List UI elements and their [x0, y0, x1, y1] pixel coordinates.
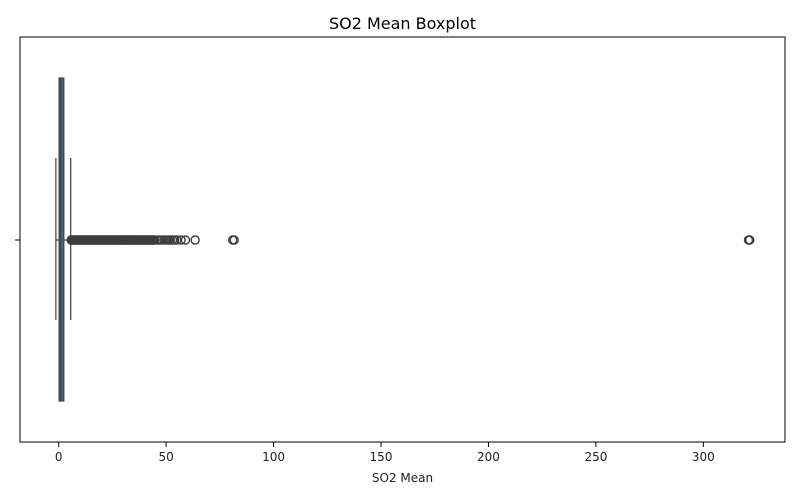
box-iqr	[58, 77, 65, 402]
outlier-point	[745, 235, 755, 245]
x-tick-label: 250	[584, 450, 607, 464]
x-tick-label: 150	[370, 450, 393, 464]
x-axis-ticks: 0 50 100 150 200 250 300	[55, 442, 715, 464]
x-tick-label: 0	[55, 450, 63, 464]
outlier-point	[229, 235, 239, 245]
outlier-point	[176, 235, 186, 245]
x-tick-label: 200	[477, 450, 500, 464]
plot-content	[55, 77, 755, 402]
x-tick-label: 50	[158, 450, 173, 464]
outlier-point	[190, 235, 200, 245]
x-axis-label: SO2 Mean	[372, 471, 433, 485]
outlier-point	[180, 235, 191, 245]
x-tick-label: 100	[262, 450, 285, 464]
outlier-point	[149, 235, 160, 245]
chart-title: SO2 Mean Boxplot	[329, 14, 476, 33]
x-tick-label: 300	[692, 450, 715, 464]
